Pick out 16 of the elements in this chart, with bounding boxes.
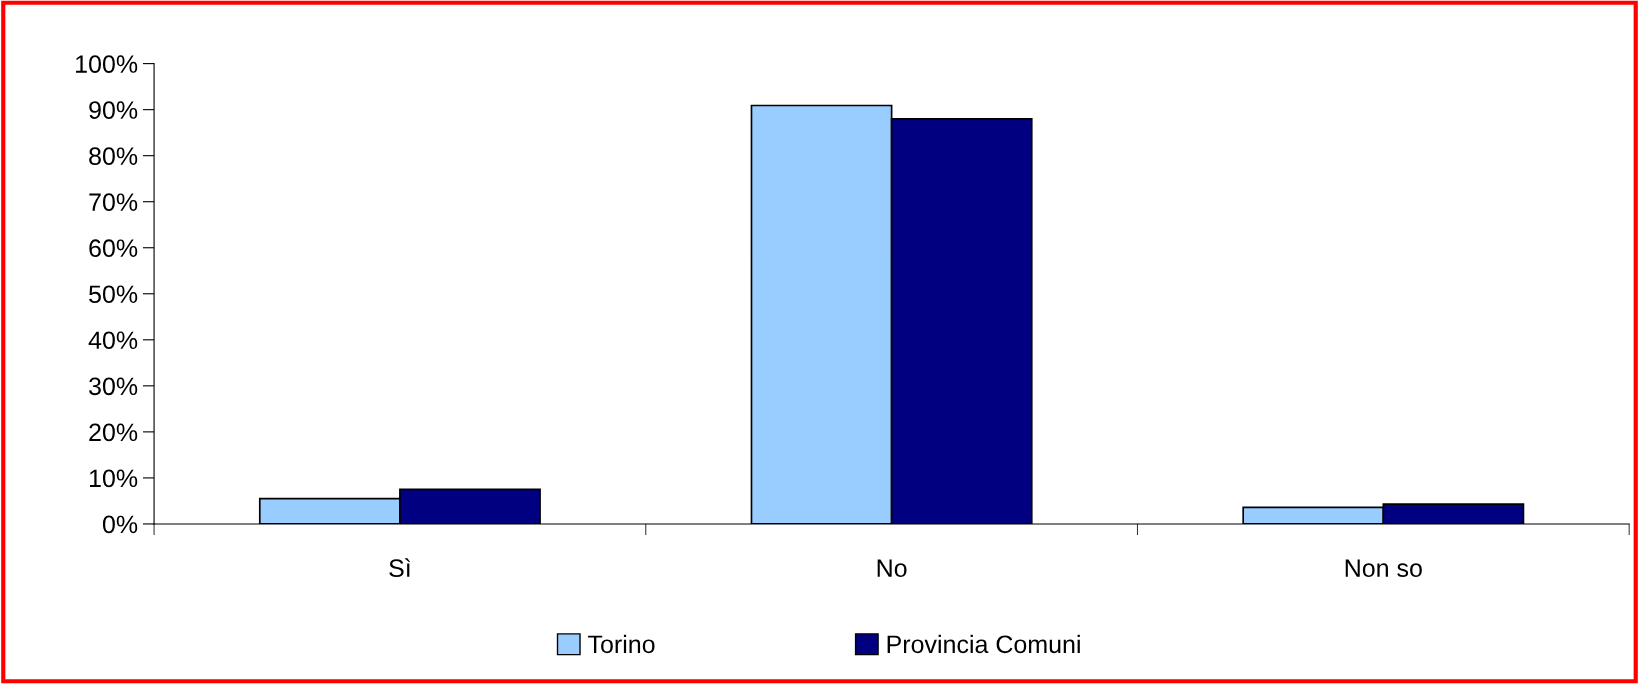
legend-label: Provincia Comuni [887, 634, 1080, 654]
y-tick-label: 20% [89, 423, 138, 442]
y-tick-label: 0% [102, 515, 138, 534]
y-tick-label: 90% [89, 101, 138, 119]
y-tick-label: 60% [89, 239, 138, 258]
x-tick-label: Non so [1345, 559, 1422, 578]
y-tick-label: 10% [89, 469, 138, 488]
y-tick-label: 100% [76, 55, 138, 73]
y-tick-label: 30% [89, 377, 138, 396]
x-tick-label: No [877, 559, 907, 578]
y-tick-label: 80% [89, 147, 138, 165]
y-tick-label: 70% [89, 193, 138, 212]
y-tick-label: 40% [88, 331, 138, 350]
legend-label: Torino [588, 634, 655, 654]
x-tick-label: Sì [389, 558, 411, 578]
y-tick-label: 50% [89, 285, 138, 304]
